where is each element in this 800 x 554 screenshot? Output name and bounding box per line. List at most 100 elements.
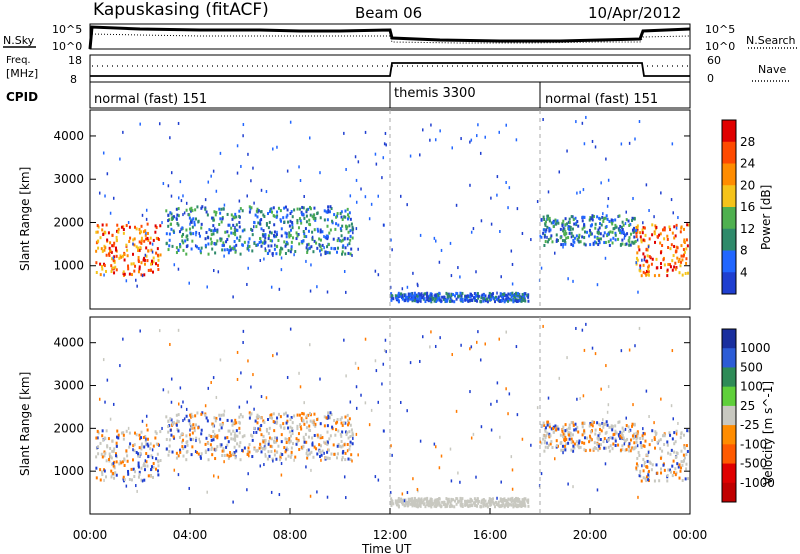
velocity-cell <box>433 500 436 504</box>
velocity-cell <box>272 354 274 358</box>
velocity-cell <box>639 469 642 473</box>
velocity-cell <box>143 445 146 449</box>
power-cell <box>137 246 140 250</box>
velocity-cell <box>548 435 551 439</box>
power-cell <box>323 246 325 250</box>
power-cell <box>217 270 220 274</box>
power-cell <box>555 222 558 226</box>
power-cell <box>570 231 573 235</box>
velocity-cell <box>155 467 158 471</box>
power-cell <box>486 300 489 304</box>
velocity-cell <box>141 479 144 483</box>
power-cell <box>568 231 571 235</box>
power-cell <box>290 210 293 214</box>
velocity-cell <box>659 447 662 451</box>
velocity-cell <box>327 448 330 452</box>
power-cell <box>241 209 244 213</box>
power-cell <box>647 267 650 271</box>
power-cell <box>311 235 314 239</box>
power-cell <box>682 248 685 252</box>
power-cell <box>516 298 519 302</box>
power-cell <box>564 241 567 245</box>
velocity-cell <box>399 400 402 404</box>
velocity-cell <box>508 502 511 506</box>
velocity-cell <box>572 440 575 444</box>
velocity-cell <box>360 393 362 397</box>
velocity-cell <box>326 442 329 446</box>
power-cell <box>381 176 383 180</box>
power-cell <box>659 241 662 245</box>
velocity-cell <box>289 417 292 421</box>
power-cell <box>618 228 621 232</box>
velocity-cell <box>586 436 589 440</box>
power-cell <box>190 206 193 210</box>
velocity-cell <box>145 443 148 447</box>
velocity-cell <box>562 425 565 429</box>
power-cell <box>182 213 184 217</box>
power-cell <box>313 228 316 232</box>
velocity-cell <box>344 421 347 425</box>
power-cell <box>268 210 271 214</box>
velocity-cell <box>169 417 172 421</box>
power-cell <box>663 263 666 267</box>
power-cell <box>300 212 303 216</box>
power-cell <box>497 295 500 299</box>
power-cell <box>101 228 104 232</box>
power-cell <box>406 203 408 207</box>
power-cell <box>313 239 316 243</box>
velocity-cell <box>112 402 115 406</box>
power-cell <box>135 227 138 231</box>
power-cell <box>621 220 624 224</box>
velocity-cell <box>268 454 271 458</box>
power-cell <box>219 239 222 243</box>
power-cell <box>445 291 448 295</box>
power-cell <box>590 223 593 227</box>
power-cell <box>542 231 545 235</box>
power-cell <box>325 236 328 240</box>
power-cell <box>315 241 318 245</box>
power-cell <box>241 229 244 233</box>
power-cell <box>155 236 158 240</box>
velocity-cell <box>252 373 254 377</box>
velocity-cell <box>219 423 222 427</box>
velocity-cell <box>452 498 455 502</box>
velocity-cell <box>453 505 456 509</box>
power-cell <box>229 248 232 252</box>
velocity-cell <box>637 495 639 499</box>
velocity-cell <box>345 374 347 378</box>
velocity-cell <box>175 413 178 417</box>
power-cell <box>554 218 557 222</box>
power-cell <box>429 297 432 301</box>
velocity-cell <box>621 433 624 437</box>
velocity-cell <box>255 449 258 453</box>
velocity-cell <box>111 449 114 453</box>
power-cell <box>197 220 200 224</box>
power-colorbar-tick: 28 <box>740 135 755 149</box>
velocity-cell <box>188 486 190 490</box>
power-cell <box>605 157 607 161</box>
power-cell <box>108 246 111 250</box>
power-cell <box>467 299 470 303</box>
velocity-cell <box>641 436 644 440</box>
power-cell <box>449 241 452 245</box>
power-cell <box>516 299 519 303</box>
velocity-cell <box>341 423 344 427</box>
velocity-cell <box>145 414 148 418</box>
velocity-cell <box>510 503 513 507</box>
velocity-cell <box>112 461 115 465</box>
velocity-cell <box>530 443 532 447</box>
velocity-cell <box>632 403 634 407</box>
velocity-cell <box>560 448 563 452</box>
power-cell <box>272 206 275 210</box>
power-cell <box>232 223 235 227</box>
velocity-cell <box>240 371 242 375</box>
power-cell <box>679 264 682 268</box>
power-cell <box>508 297 511 301</box>
power-cell <box>220 207 223 211</box>
power-cell <box>273 230 276 234</box>
power-cell <box>626 232 629 236</box>
velocity-cell <box>614 439 617 443</box>
power-cell <box>240 164 242 168</box>
power-cell <box>544 223 547 227</box>
